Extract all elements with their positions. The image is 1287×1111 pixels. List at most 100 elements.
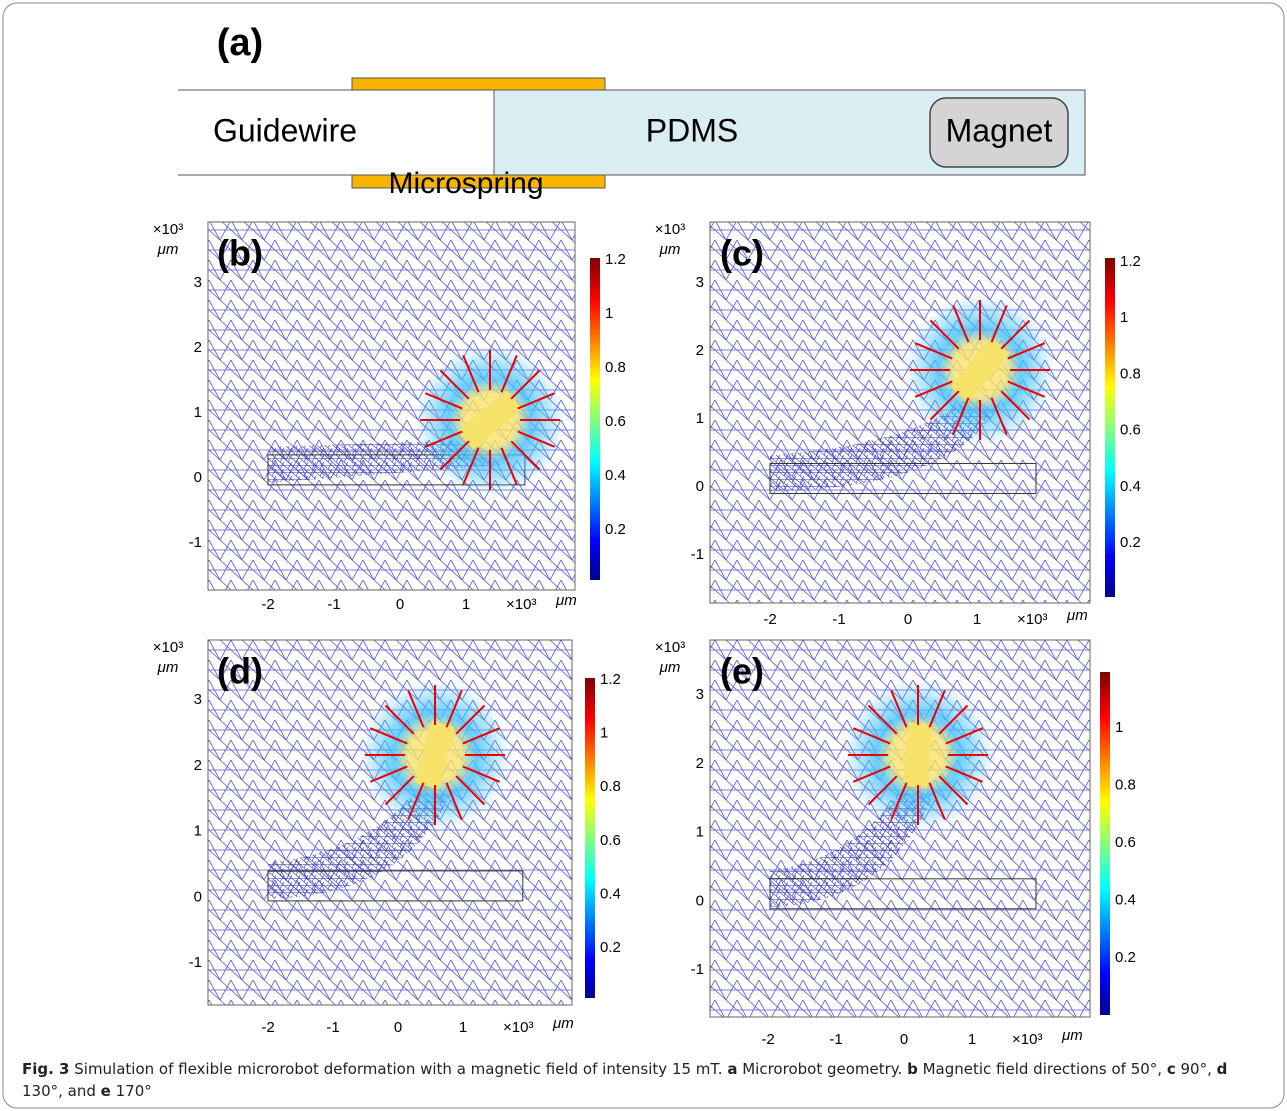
field-arrow — [867, 775, 898, 806]
field-arrow — [929, 319, 960, 350]
colorbar-label: 0.2 — [605, 521, 626, 538]
y-tick-label: 3 — [696, 686, 704, 703]
field-arrow — [945, 727, 984, 745]
field-arrow — [500, 447, 518, 486]
field-arrow — [510, 440, 541, 471]
x-tick-label: 1 — [459, 1019, 467, 1036]
caption-text: 90°, — [1175, 1060, 1217, 1078]
field-arrow — [462, 727, 501, 745]
colorbar — [1105, 258, 1115, 597]
x-unit-scale: ×10³ — [506, 596, 536, 613]
colorbar-label: 0.8 — [605, 359, 626, 376]
colorbar-label: 0.2 — [600, 939, 621, 956]
caption-bold: a — [727, 1060, 738, 1078]
x-tick-label: 0 — [900, 1031, 908, 1048]
field-arrow — [867, 704, 898, 735]
magnet-body — [903, 722, 933, 788]
colorbar-label: 0.4 — [600, 885, 621, 902]
field-arrow — [384, 704, 415, 735]
colorbar-label: 1.2 — [600, 671, 621, 688]
x-tick-label: -1 — [327, 596, 340, 613]
colorbar-label: 0.4 — [1115, 891, 1136, 908]
field-arrow — [517, 430, 556, 448]
caption-bold: d — [1216, 1060, 1228, 1078]
x-tick-label: -2 — [761, 1031, 774, 1048]
field-arrow — [424, 430, 463, 448]
y-tick-label: 1 — [194, 823, 202, 840]
panel-label: (c) — [720, 233, 764, 274]
guidewire-label: Guidewire — [213, 112, 357, 148]
field-arrow — [914, 380, 953, 398]
x-unit-scale: ×10³ — [503, 1019, 533, 1036]
field-arrow — [462, 765, 501, 783]
colorbar-label: 0.6 — [1115, 834, 1136, 851]
x-unit: μm — [555, 592, 577, 609]
field-arrow — [990, 397, 1008, 436]
field-arrow — [517, 392, 556, 410]
y-tick-label: 2 — [696, 755, 704, 772]
field-arrow — [890, 782, 908, 821]
caption-text: Microrobot geometry. — [737, 1060, 908, 1078]
x-unit: μm — [552, 1015, 574, 1032]
panel-label: (b) — [217, 233, 263, 274]
x-tick-label: -1 — [829, 1031, 842, 1048]
panel-label: (a) — [217, 22, 263, 64]
x-tick-label: -1 — [832, 611, 845, 628]
y-tick-label: 1 — [696, 410, 704, 427]
y-tick-label: 1 — [194, 404, 202, 421]
guidewire-shape — [178, 90, 494, 175]
x-tick-label: -2 — [261, 596, 274, 613]
y-tick-label: 0 — [194, 888, 202, 905]
magnet-shape — [929, 97, 1069, 168]
colorbar-label: 0.6 — [605, 413, 626, 430]
x-unit-scale: ×10³ — [1017, 611, 1047, 628]
initial-outline — [769, 462, 1037, 494]
y-unit-scale: ×10³ — [655, 639, 685, 656]
field-arrow — [455, 704, 486, 735]
caption-text: Simulation of flexible microrobot deform… — [69, 1060, 728, 1078]
field-arrow — [938, 775, 969, 806]
field-arrow — [445, 689, 463, 728]
colorbar — [585, 678, 595, 998]
caption-bold: Fig. 3 — [22, 1060, 70, 1078]
field-arrow — [1007, 342, 1046, 360]
caption-bold: b — [907, 1060, 918, 1078]
colorbar-label: 1 — [600, 725, 608, 742]
magnet-label: Magnet — [946, 112, 1053, 148]
colorbar — [590, 258, 600, 580]
colorbar-label: 1.2 — [1120, 253, 1141, 270]
panel-label: (d) — [217, 651, 263, 692]
field-arrow — [462, 447, 480, 486]
x-unit: μm — [1061, 1027, 1083, 1044]
initial-outline — [769, 878, 1037, 910]
y-unit: μm — [659, 241, 681, 258]
colorbar-label: 1 — [1115, 719, 1123, 736]
field-arrow — [500, 354, 518, 393]
y-tick-label: 2 — [194, 339, 202, 356]
field-arrow — [890, 689, 908, 728]
magnet-body — [415, 720, 455, 790]
field-arrow — [852, 727, 891, 745]
x-unit-scale: ×10³ — [1012, 1031, 1042, 1048]
field-arrow — [439, 440, 470, 471]
y-tick-label: 0 — [696, 478, 704, 495]
caption-text: Magnetic field directions of 50°, — [917, 1060, 1167, 1078]
field-arrow — [439, 369, 470, 400]
y-tick-label: -1 — [691, 546, 704, 563]
x-tick-label: 1 — [462, 596, 470, 613]
x-tick-label: 1 — [968, 1031, 976, 1048]
field-arrow — [424, 392, 463, 410]
x-tick-label: -2 — [763, 611, 776, 628]
magnet-body — [457, 390, 523, 450]
microspring-label: Microspring — [388, 167, 543, 200]
x-tick-label: 0 — [394, 1019, 402, 1036]
y-tick-label: 3 — [194, 274, 202, 291]
field-arrow — [852, 765, 891, 783]
x-unit: μm — [1066, 607, 1088, 624]
y-tick-label: 0 — [696, 892, 704, 909]
colorbar-label: 1 — [1120, 309, 1128, 326]
colorbar-label: 0.6 — [600, 832, 621, 849]
y-unit: μm — [157, 659, 179, 676]
